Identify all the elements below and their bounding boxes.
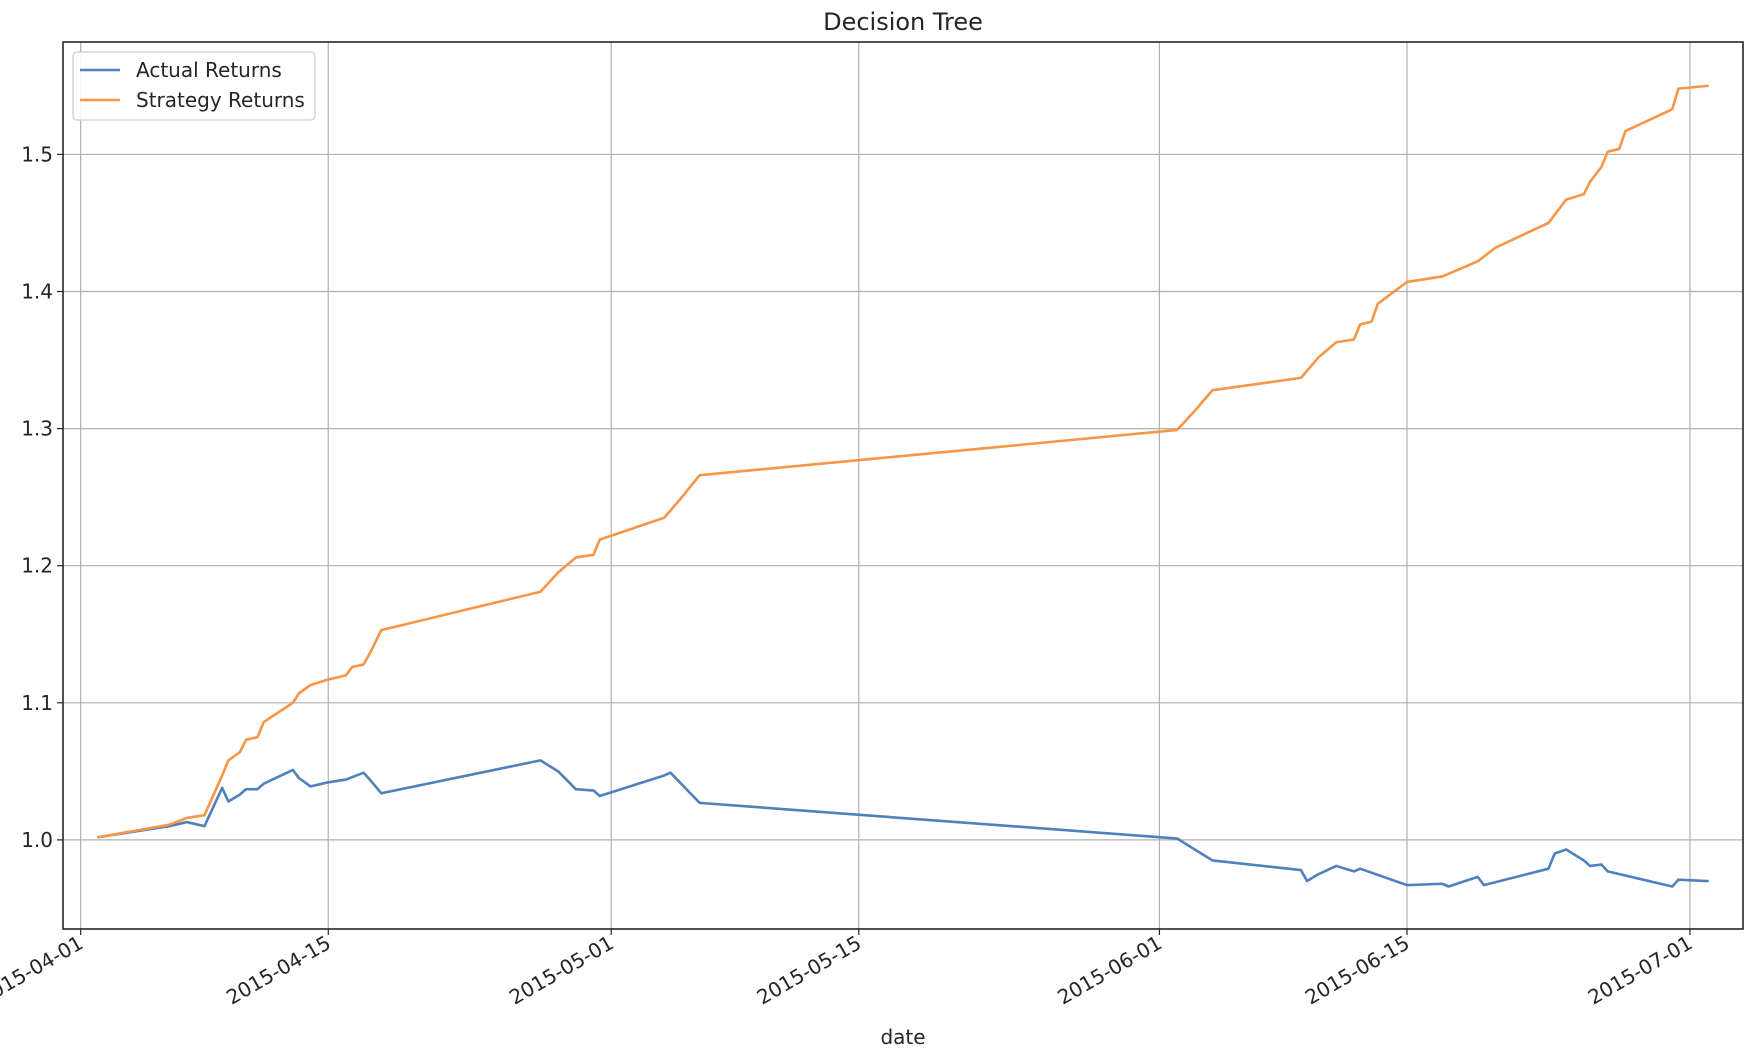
series-layer: [97, 84, 1709, 888]
y-tick-label: 1.0: [21, 828, 53, 852]
y-axis: 1.0 1.1 1.2 1.3 1.4 1.5: [21, 142, 63, 852]
chart-title: Decision Tree: [823, 8, 983, 36]
series-line-strategy-returns: [97, 84, 1709, 839]
legend-label: Strategy Returns: [136, 88, 305, 112]
y-tick-label: 1.3: [21, 417, 53, 441]
grid-lines: [63, 42, 1743, 929]
y-tick-label: 1.5: [21, 142, 53, 166]
y-tick-label: 1.2: [21, 554, 53, 578]
series-line-actual-returns: [97, 759, 1709, 888]
legend-label: Actual Returns: [136, 58, 282, 82]
legend: Actual Returns Strategy Returns: [72, 51, 316, 121]
y-tick-label: 1.1: [21, 691, 53, 715]
plot-frame: [62, 41, 1744, 930]
y-tick-label: 1.4: [21, 280, 53, 304]
x-axis-label: date: [880, 1025, 925, 1049]
legend-box: [72, 51, 316, 121]
